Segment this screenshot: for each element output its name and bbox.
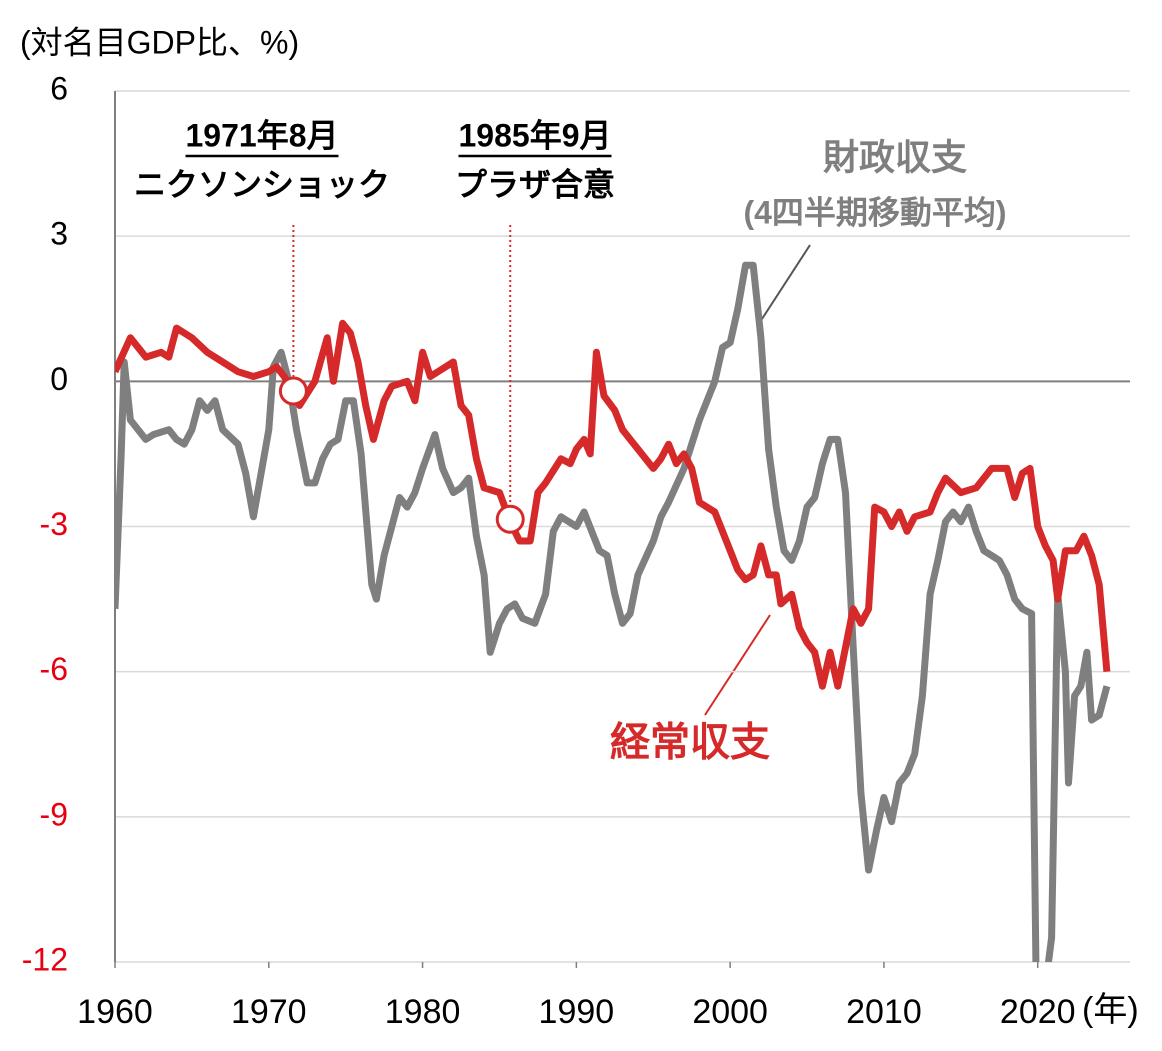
x-tick-label: 1970	[231, 993, 307, 1031]
y-unit-label: (対名目GDP比、%)	[20, 24, 299, 60]
x-tick-label: 1990	[539, 993, 615, 1031]
x-tick-label: 2020	[1000, 993, 1076, 1031]
legend-label: 財政収支	[823, 137, 967, 178]
y-tick-label: -3	[40, 506, 68, 542]
annotation-text: プラザ合意	[455, 166, 615, 202]
series-line	[115, 261, 1111, 962]
annotation-marker	[278, 376, 308, 406]
annotation-text: 1971年8月	[186, 117, 339, 153]
legend-note: (4四半期移動平均)	[743, 194, 1006, 230]
y-tick-label: -6	[40, 651, 68, 687]
annotation-text: 1985年9月	[459, 117, 612, 153]
x-tick-label: 2010	[846, 993, 922, 1031]
y-tick-label: -9	[40, 796, 68, 832]
series-line	[115, 319, 1111, 690]
x-unit-label: (年)	[1082, 991, 1139, 1029]
y-tick-label: 0	[50, 361, 68, 397]
annotation-text: ニクソンショック	[134, 166, 390, 202]
x-tick-label: 1960	[77, 993, 153, 1031]
y-tick-label: 6	[50, 70, 68, 106]
x-tick-label: 2000	[692, 993, 768, 1031]
x-tick-label: 1980	[385, 993, 461, 1031]
y-tick-label: 3	[50, 216, 68, 252]
legend-label: 経常収支	[610, 721, 770, 765]
annotation-marker	[495, 504, 525, 534]
y-tick-label: -12	[22, 941, 68, 977]
label-leader	[759, 244, 811, 323]
label-leader	[704, 614, 771, 716]
